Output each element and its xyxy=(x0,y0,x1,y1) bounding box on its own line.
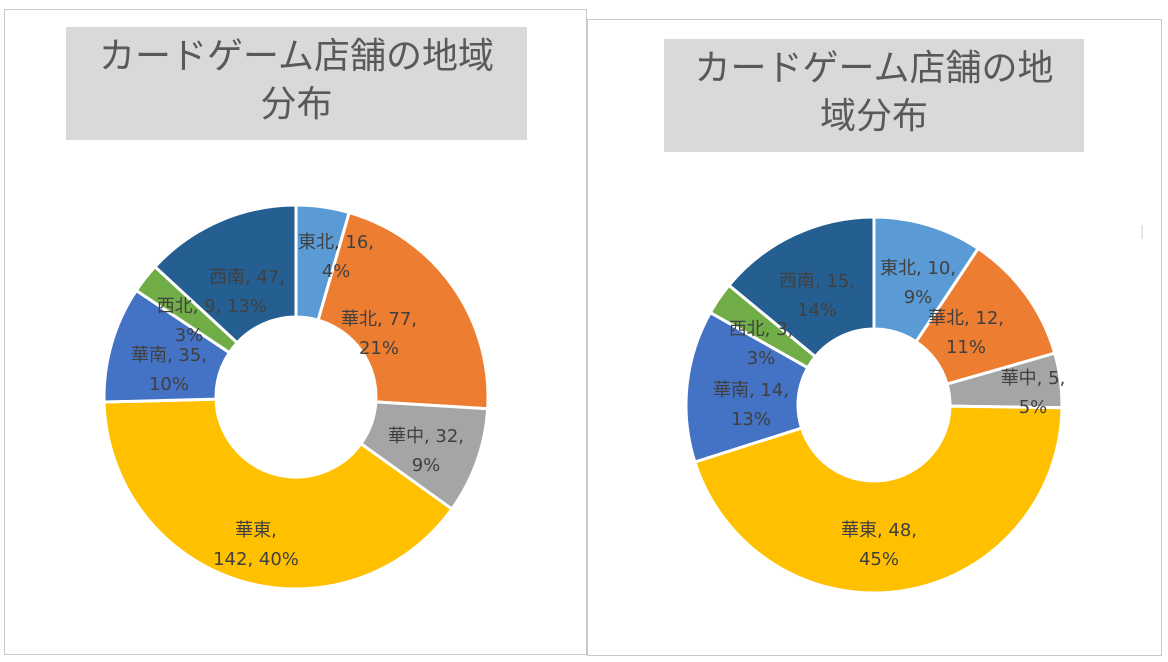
slice-4 xyxy=(102,397,455,591)
data-label-7: 西南, 47, 13% xyxy=(209,267,285,317)
data-label-3: 華中, 32, 9% xyxy=(388,426,464,476)
chart-title-line-2: 域分布 xyxy=(819,96,928,137)
slice-2 xyxy=(316,210,490,411)
data-label-1: 東北, 10, 9% xyxy=(880,258,956,308)
doughnut-chart: 東北, 16, 4% 華北, 77, 21% 華中, 32, 9% 華東, 142, 40% 華… xyxy=(102,203,490,591)
chart-panel-left: カードゲーム店舗の地域 分布 東北, 16, 4% 華北, 77, 21% 華中, 32… xyxy=(4,9,587,655)
data-label-5: 華南, 14, 13% xyxy=(713,380,789,430)
slice-7 xyxy=(152,203,298,345)
chart-title: カードゲーム店舗の地 域分布 xyxy=(664,39,1084,152)
data-label-6: 西北, 3, 3% xyxy=(729,319,794,369)
chart-title-line-1: カードゲーム店舗の地域 xyxy=(99,36,494,77)
chart-title-line-1: カードゲーム店舗の地 xyxy=(694,48,1054,89)
data-label-6: 西北, 9, 3% xyxy=(157,296,222,346)
data-label-1: 東北, 16, 4% xyxy=(298,232,374,282)
doughnut-chart: 東北, 10, 9%華北, 12, 11% 華中, 5, 5% 華東, 48, 45% 華南,… xyxy=(684,215,1066,595)
chart-panel-right: カードゲーム店舗の地 域分布 東北, 10, 9% 華北, 12, 11% 華中, 5,… xyxy=(587,19,1162,656)
data-label-4: 華東, 142, 40% xyxy=(213,520,299,570)
scrollbar-edge xyxy=(1141,225,1143,239)
slice-4 xyxy=(692,404,1064,595)
data-label-4: 華東, 48, 45% xyxy=(841,520,917,570)
data-label-3: 華中, 5, 5% xyxy=(1001,368,1066,418)
slice-7 xyxy=(726,215,876,359)
data-label-5: 華南, 35, 10% xyxy=(131,345,207,395)
chart-title-line-2: 分布 xyxy=(260,84,333,125)
chart-title: カードゲーム店舗の地域 分布 xyxy=(66,27,527,140)
data-label-2: 華北, 12, 11% xyxy=(928,308,1004,358)
data-label-7: 西南, 15, 14% xyxy=(779,271,855,321)
slice-5 xyxy=(684,310,810,464)
data-label-2: 華北, 77, 21% xyxy=(341,309,417,359)
